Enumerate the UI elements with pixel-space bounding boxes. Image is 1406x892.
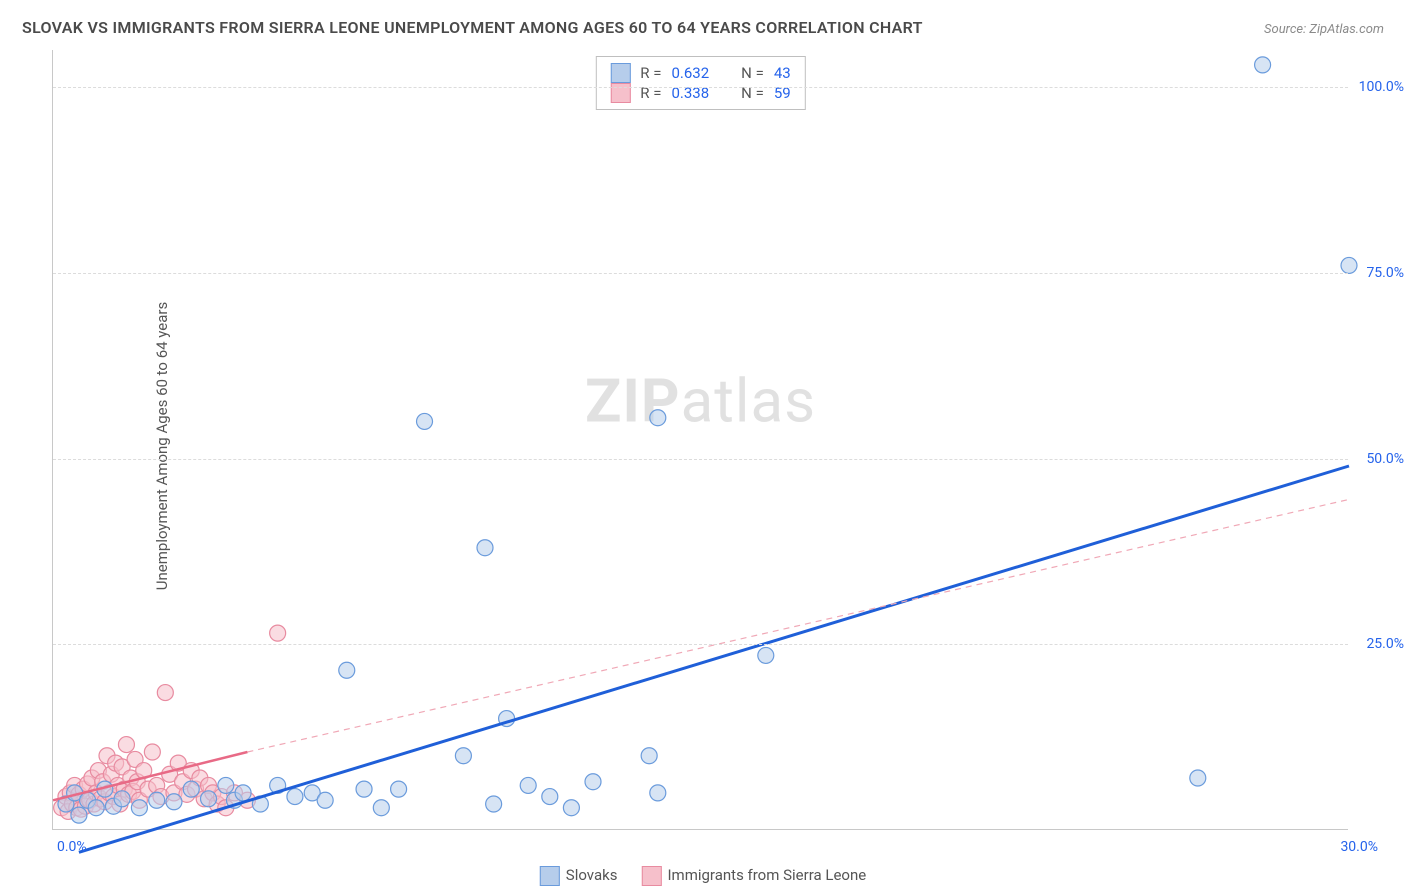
gridline bbox=[53, 273, 1348, 274]
gridline bbox=[53, 87, 1348, 88]
scatter-point bbox=[585, 774, 601, 790]
source-attribution: Source: ZipAtlas.com bbox=[1264, 22, 1384, 37]
legend-row: R =0.338N =59 bbox=[610, 83, 790, 103]
scatter-point bbox=[650, 785, 666, 801]
legend-item: Slovaks bbox=[540, 866, 618, 886]
chart-title: SLOVAK VS IMMIGRANTS FROM SIERRA LEONE U… bbox=[22, 18, 923, 37]
x-tick-label: 0.0% bbox=[57, 839, 87, 855]
series-legend: Slovaks Immigrants from Sierra Leone bbox=[540, 866, 866, 886]
scatter-point bbox=[114, 791, 130, 807]
scatter-point bbox=[486, 796, 502, 812]
scatter-point bbox=[1341, 257, 1357, 273]
correlation-legend: R = 0.632 N = 43R =0.338N =59 bbox=[595, 56, 805, 110]
scatter-point bbox=[477, 540, 493, 556]
plot-svg bbox=[53, 50, 1348, 829]
plot-area: ZIPatlas R =0.632N =43R =0.338N =59 25.0… bbox=[52, 50, 1348, 830]
legend-swatch bbox=[610, 63, 630, 83]
r-label: R = bbox=[640, 64, 661, 82]
legend-item: Immigrants from Sierra Leone bbox=[641, 866, 866, 886]
scatter-point bbox=[235, 785, 251, 801]
scatter-point bbox=[157, 685, 173, 701]
legend-swatch bbox=[641, 866, 661, 886]
scatter-point bbox=[417, 413, 433, 429]
scatter-point bbox=[183, 781, 199, 797]
scatter-point bbox=[287, 789, 303, 805]
scatter-point bbox=[131, 800, 147, 816]
legend-row: R = 0.632 N = 43 bbox=[610, 63, 790, 83]
y-tick-label: 75.0% bbox=[1366, 265, 1404, 281]
scatter-point bbox=[118, 737, 134, 753]
scatter-point bbox=[339, 662, 355, 678]
r-value: 0.632 bbox=[671, 64, 709, 82]
n-value: 43 bbox=[774, 64, 791, 82]
scatter-point bbox=[641, 748, 657, 764]
scatter-point bbox=[317, 792, 333, 808]
scatter-point bbox=[71, 807, 87, 823]
scatter-point bbox=[356, 781, 372, 797]
scatter-point bbox=[144, 744, 160, 760]
scatter-point bbox=[563, 800, 579, 816]
n-label: N = bbox=[741, 64, 764, 82]
legend-label: Immigrants from Sierra Leone bbox=[667, 866, 866, 884]
scatter-point bbox=[373, 800, 389, 816]
legend-swatch bbox=[610, 83, 630, 103]
scatter-point bbox=[149, 792, 165, 808]
scatter-point bbox=[218, 777, 234, 793]
gridline bbox=[53, 644, 1348, 645]
gridline bbox=[53, 459, 1348, 460]
scatter-point bbox=[1190, 770, 1206, 786]
y-tick-label: 50.0% bbox=[1366, 451, 1404, 467]
legend-label: Slovaks bbox=[566, 866, 618, 884]
scatter-point bbox=[650, 410, 666, 426]
trend-line bbox=[79, 466, 1349, 852]
scatter-point bbox=[270, 625, 286, 641]
scatter-point bbox=[391, 781, 407, 797]
y-tick-label: 100.0% bbox=[1359, 79, 1404, 95]
scatter-point bbox=[201, 791, 217, 807]
scatter-point bbox=[166, 794, 182, 810]
scatter-point bbox=[758, 647, 774, 663]
trend-line-extension bbox=[247, 499, 1349, 752]
scatter-point bbox=[455, 748, 471, 764]
x-tick-label: 30.0% bbox=[1340, 839, 1378, 855]
legend-swatch bbox=[540, 866, 560, 886]
scatter-point bbox=[520, 777, 536, 793]
scatter-point bbox=[88, 800, 104, 816]
scatter-point bbox=[1255, 57, 1271, 73]
scatter-point bbox=[542, 789, 558, 805]
y-tick-label: 25.0% bbox=[1366, 636, 1404, 652]
